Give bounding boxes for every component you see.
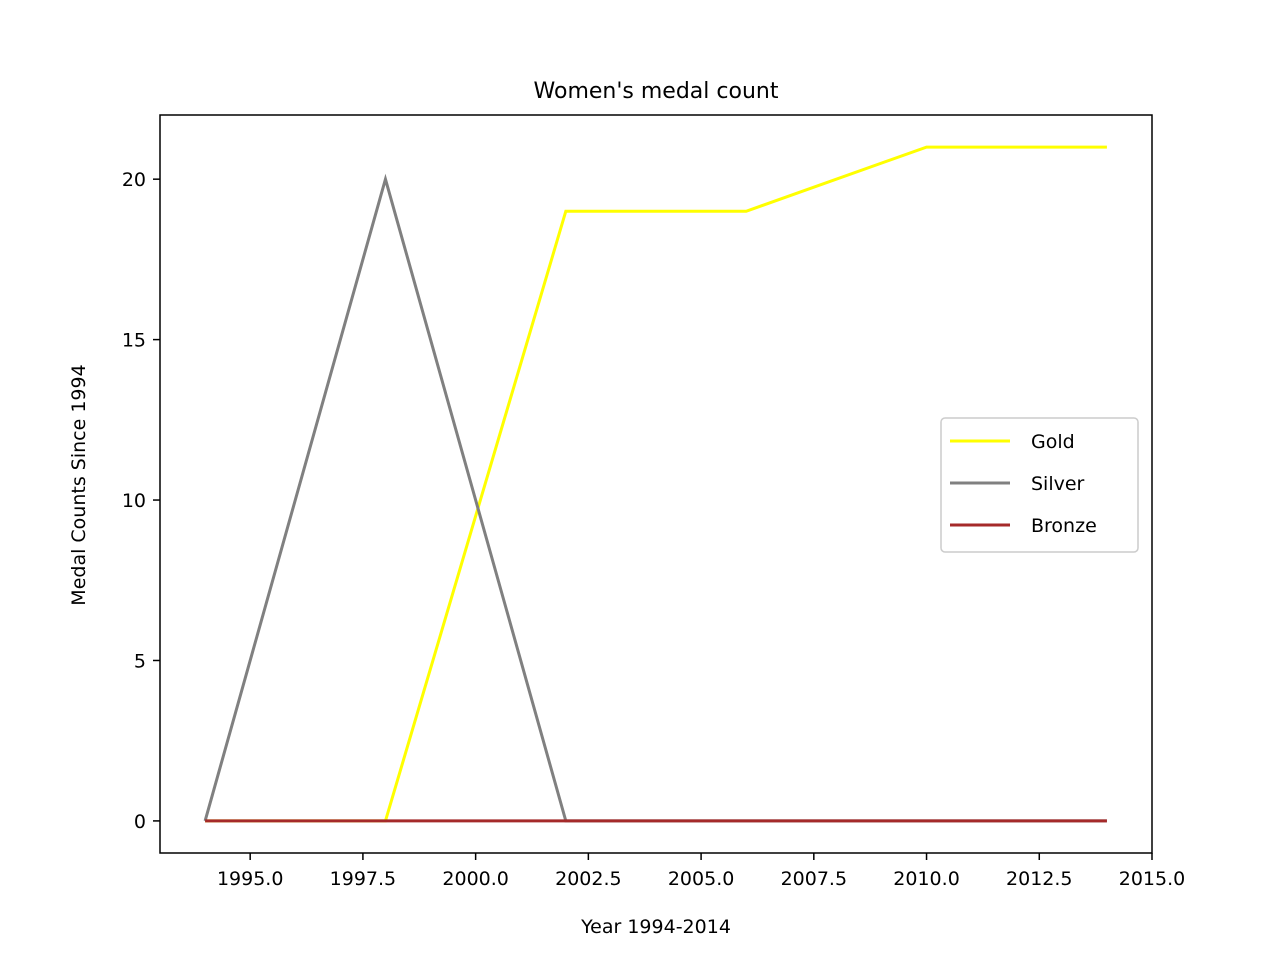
- x-tick-label: 2002.5: [555, 868, 621, 890]
- plot-area: 1995.0 1997.5 2000.0 2002.5 2005.0 2007.5 2010…: [122, 114, 1185, 890]
- legend-label-silver: Silver: [1031, 473, 1085, 495]
- x-tick-label: 2005.0: [668, 868, 734, 890]
- y-axis-label: Medal Counts Since 1994: [68, 364, 90, 605]
- x-tick-label: 1995.0: [217, 868, 283, 890]
- x-axis-label: Year 1994-2014: [580, 916, 731, 938]
- axes-frame: [159, 114, 1153, 854]
- x-tick-label: 1997.5: [330, 868, 396, 890]
- legend-label-bronze: Bronze: [1031, 515, 1097, 537]
- x-tick-label: 2000.0: [442, 868, 508, 890]
- chart-title: Women's medal count: [534, 79, 779, 104]
- legend-box: [940, 417, 1139, 553]
- x-tick-label: 2007.5: [781, 868, 847, 890]
- y-tick-label: 15: [122, 330, 146, 352]
- y-tick-label: 0: [134, 811, 146, 833]
- y-tick-label: 5: [134, 650, 146, 672]
- y-tick-label: 10: [122, 490, 146, 512]
- x-tick-label: 2010.0: [893, 868, 959, 890]
- legend: Gold Silver Bronze: [940, 417, 1139, 553]
- y-tick-label: 20: [122, 169, 146, 191]
- x-tick-label: 2015.0: [1119, 868, 1185, 890]
- legend-label-gold: Gold: [1031, 431, 1075, 453]
- x-tick-label: 2012.5: [1006, 868, 1072, 890]
